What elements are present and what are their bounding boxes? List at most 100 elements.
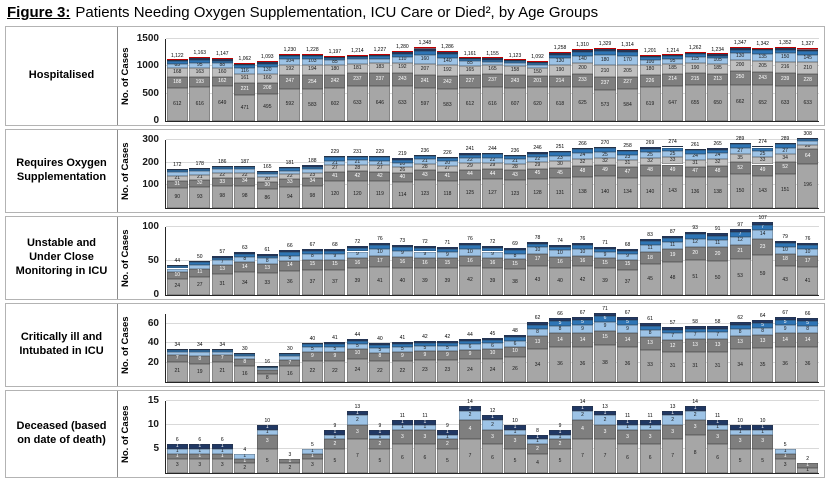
- bar-segment: 9: [324, 253, 346, 260]
- bar-segment: 3: [594, 425, 616, 440]
- bar-segment: 1: [369, 434, 391, 440]
- bar-segment: 21: [324, 160, 346, 166]
- bar-segment: 1: [616, 425, 639, 430]
- bar-segment: 3: [189, 458, 211, 473]
- bar-total-label: 6: [175, 437, 179, 444]
- bar-total-label: 16: [264, 359, 271, 366]
- bar-segment: [459, 57, 481, 59]
- bar-segment: [639, 148, 661, 153]
- bar-total-label: 9: [378, 422, 382, 429]
- bar-segment: 45: [526, 168, 549, 179]
- bar-segment: 16: [391, 256, 413, 268]
- bar-segment: [549, 317, 571, 321]
- bar-total-label: 1,228: [306, 46, 319, 53]
- bar-total-label: 12: [489, 408, 496, 415]
- bar-segment: [324, 156, 346, 158]
- bar-segment: [436, 246, 459, 249]
- bar-segment: 655: [684, 85, 706, 121]
- bar-segment: [504, 62, 526, 66]
- bar-segment: 34: [301, 178, 323, 186]
- bar-segment: 32: [594, 157, 616, 166]
- bar-segment: 8: [729, 328, 751, 337]
- bar-total-label: 308: [803, 131, 812, 138]
- bar-segment: 573: [594, 89, 616, 121]
- bar-segment: 208: [256, 82, 278, 94]
- bar-segment: [549, 244, 571, 247]
- bar-segment: 140: [639, 176, 661, 208]
- bar-segment: [549, 52, 571, 54]
- bar-segment: 194: [301, 64, 323, 76]
- bar-segment: [414, 50, 436, 56]
- bar-segment: [504, 61, 526, 63]
- bar-segment: [774, 48, 796, 50]
- bar-segment: 16: [234, 366, 256, 382]
- bar-segment: 40: [549, 267, 571, 295]
- bar-segment: 14: [752, 229, 774, 240]
- y-axis-ticks: 0 50 100: [133, 222, 163, 300]
- bar-total-label: 219: [398, 151, 407, 158]
- bar-segment: 45: [639, 264, 661, 295]
- y-tick-label: 300: [142, 134, 159, 145]
- bar-segment: 200: [729, 60, 751, 72]
- y-tick-label: 50: [147, 255, 159, 266]
- bar-segment: 8: [639, 329, 661, 338]
- bar-segment: 6: [594, 315, 616, 322]
- bar-segment: 33: [639, 349, 661, 382]
- bar-total-label: 1,214: [666, 47, 679, 54]
- bar-segment: 11: [189, 269, 211, 277]
- bar-segment: 138: [571, 176, 594, 208]
- bar-segment: [391, 159, 413, 163]
- bar-segment: [166, 265, 188, 267]
- bar-segment: [684, 150, 706, 155]
- bar-segment: [549, 246, 571, 251]
- bar-segment: 3: [662, 425, 684, 440]
- bar-segment: [279, 56, 301, 59]
- bar-segment: [234, 62, 256, 64]
- bar-segment: 7: [594, 439, 616, 473]
- bar-segment: 33: [662, 157, 684, 165]
- bar-segment: 7: [752, 224, 774, 230]
- bar-segment: 2: [234, 463, 256, 473]
- bar-segment: 22: [279, 174, 301, 180]
- bar-segment: [324, 342, 346, 345]
- bar-segment: 237: [594, 76, 616, 90]
- bar-segment: 1: [256, 429, 278, 435]
- stacked-bar: 649 162 160 88 1,147: [211, 39, 234, 121]
- bar-segment: [414, 48, 436, 51]
- bar-segment: 5: [504, 449, 526, 473]
- bar-segment: 31: [684, 159, 706, 167]
- stacked-bar: 136 47 31 24 261: [684, 140, 707, 208]
- bar-segment: 1: [211, 444, 233, 449]
- bar-segment: [481, 58, 504, 60]
- stacked-bar: 22 9 5 41: [391, 314, 414, 382]
- bar-segment: 98: [234, 185, 256, 208]
- bar-segment: 20: [436, 161, 459, 166]
- bar-segment: 1: [301, 453, 323, 459]
- bar-segment: 23: [436, 359, 459, 382]
- bar-segment: 150: [729, 174, 751, 208]
- bar-segment: [797, 51, 819, 55]
- bar-total-label: 63: [242, 245, 248, 252]
- stacked-bar: 646 237 183 1,227: [369, 39, 392, 121]
- bar-segment: 33: [752, 157, 774, 165]
- stacked-bar: 33 13 8 61: [256, 227, 279, 295]
- bar-total-label: 64: [759, 312, 766, 319]
- y-tick-label: 0: [153, 289, 159, 300]
- bar-segment: [504, 248, 526, 251]
- bar-total-label: 62: [534, 314, 541, 321]
- bar-segment: [729, 144, 751, 149]
- bar-segment: 1: [707, 425, 729, 430]
- bar-segment: [211, 257, 233, 261]
- bar-segment: 250: [729, 71, 751, 85]
- bar-segment: 42: [459, 266, 481, 295]
- bar-segment: 22: [324, 360, 346, 382]
- stacked-bar: 471 221 161 116 1,062: [234, 39, 257, 121]
- bar-segment: 1: [346, 410, 368, 416]
- bar-segment: [526, 60, 549, 62]
- stacked-bar: 5 3 1 1 10: [751, 401, 774, 473]
- bar-segment: [684, 231, 706, 235]
- bar-segment: 215: [684, 73, 706, 86]
- bar-segment: [707, 55, 729, 58]
- bar-segment: 9: [436, 350, 459, 360]
